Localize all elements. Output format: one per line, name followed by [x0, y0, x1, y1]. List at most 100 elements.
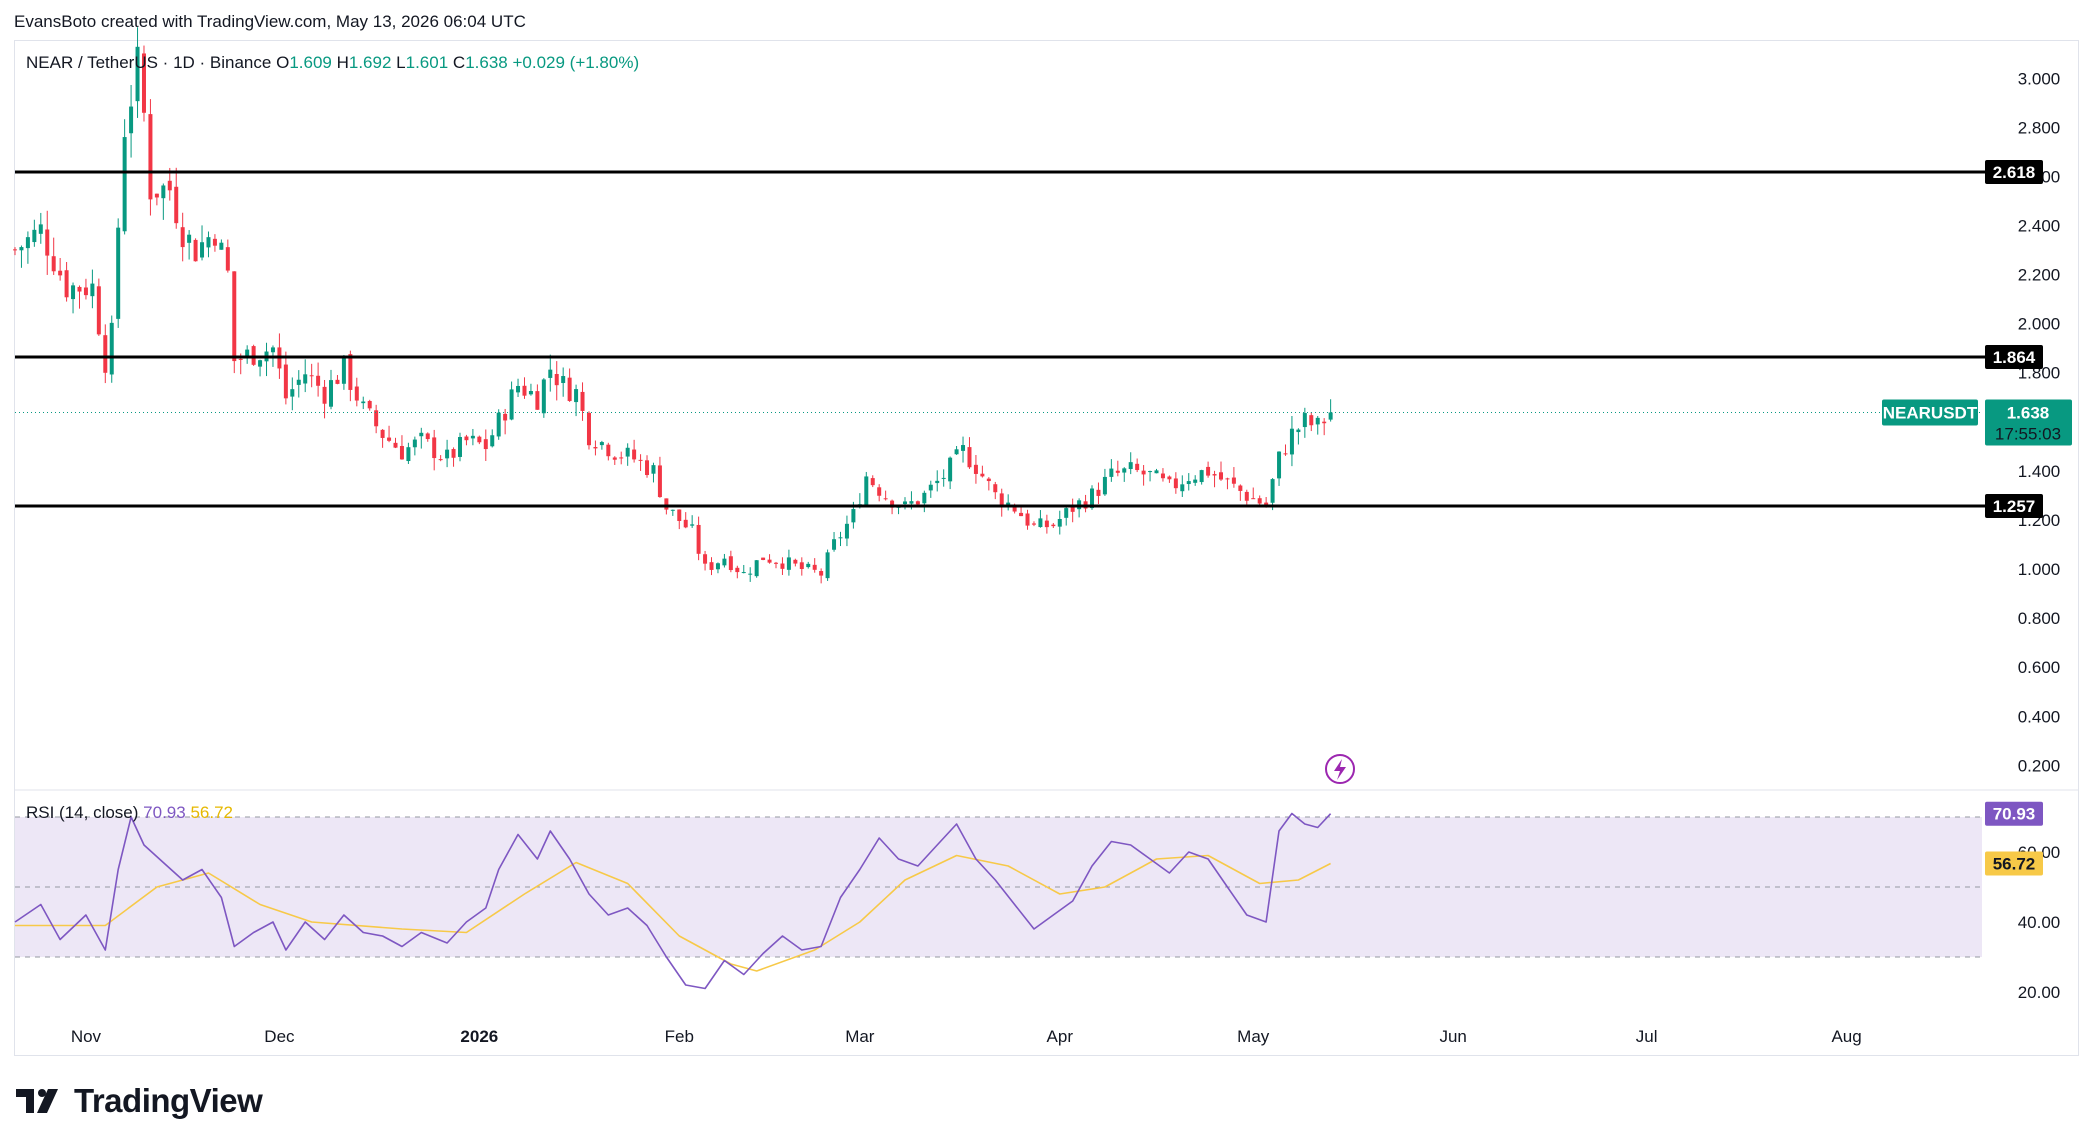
candle[interactable]: [1122, 468, 1127, 473]
candle[interactable]: [922, 492, 927, 504]
candle[interactable]: [941, 477, 946, 479]
tradingview-brand[interactable]: TradingView: [16, 1082, 263, 1120]
candle[interactable]: [64, 270, 69, 298]
candle[interactable]: [1322, 421, 1327, 424]
candle[interactable]: [528, 391, 533, 395]
candle[interactable]: [948, 457, 953, 482]
candle[interactable]: [999, 493, 1004, 507]
candle[interactable]: [496, 412, 501, 437]
candle[interactable]: [425, 433, 430, 440]
candle[interactable]: [25, 237, 30, 249]
candle[interactable]: [1296, 429, 1301, 433]
candle[interactable]: [367, 400, 372, 409]
candle[interactable]: [180, 227, 185, 248]
candle[interactable]: [457, 437, 462, 457]
candle[interactable]: [1051, 524, 1056, 527]
candle[interactable]: [135, 46, 140, 102]
candle[interactable]: [290, 389, 295, 397]
candle[interactable]: [832, 539, 837, 550]
candle[interactable]: [438, 459, 443, 461]
candle[interactable]: [522, 385, 527, 396]
candle[interactable]: [374, 410, 379, 427]
candle[interactable]: [722, 558, 727, 566]
candle[interactable]: [599, 442, 604, 446]
candle[interactable]: [954, 449, 959, 455]
candle[interactable]: [741, 572, 746, 574]
candle[interactable]: [232, 271, 237, 362]
candle[interactable]: [83, 287, 88, 296]
candle[interactable]: [116, 227, 121, 319]
candle[interactable]: [1289, 428, 1294, 455]
candle[interactable]: [870, 478, 875, 486]
candle[interactable]: [1154, 470, 1159, 474]
candle[interactable]: [187, 234, 192, 243]
candle[interactable]: [1019, 512, 1024, 517]
candle[interactable]: [483, 439, 488, 450]
candle[interactable]: [1238, 485, 1243, 491]
candle[interactable]: [445, 449, 450, 459]
candle[interactable]: [606, 444, 611, 457]
candle[interactable]: [1309, 415, 1314, 426]
candle[interactable]: [683, 519, 688, 528]
candle[interactable]: [541, 379, 546, 414]
candle[interactable]: [329, 380, 334, 407]
candle[interactable]: [19, 247, 24, 251]
candle[interactable]: [32, 229, 37, 243]
candle[interactable]: [548, 369, 553, 378]
candle[interactable]: [993, 484, 998, 493]
candle[interactable]: [335, 379, 340, 384]
candle[interactable]: [77, 286, 82, 292]
candle[interactable]: [909, 501, 914, 504]
candle[interactable]: [341, 355, 346, 384]
candle[interactable]: [1148, 471, 1153, 473]
candle[interactable]: [561, 376, 566, 384]
candle[interactable]: [1128, 462, 1133, 470]
candle[interactable]: [1115, 470, 1120, 473]
candle[interactable]: [554, 373, 559, 386]
candle[interactable]: [122, 137, 127, 232]
candle[interactable]: [593, 447, 598, 449]
candle[interactable]: [567, 377, 572, 401]
candle[interactable]: [793, 559, 798, 564]
candle[interactable]: [303, 374, 308, 384]
candle[interactable]: [715, 563, 720, 570]
candle[interactable]: [1012, 504, 1017, 512]
candle[interactable]: [1057, 518, 1062, 527]
candle[interactable]: [1064, 508, 1069, 518]
candle[interactable]: [1090, 488, 1095, 509]
candle[interactable]: [535, 391, 540, 410]
candle[interactable]: [670, 509, 675, 511]
candle[interactable]: [890, 500, 895, 508]
candle[interactable]: [986, 478, 991, 482]
candle[interactable]: [1044, 520, 1049, 528]
candle[interactable]: [470, 435, 475, 439]
candle[interactable]: [703, 554, 708, 564]
candle[interactable]: [516, 385, 521, 393]
candle[interactable]: [1173, 478, 1178, 489]
candle[interactable]: [915, 501, 920, 505]
candle[interactable]: [1160, 473, 1165, 479]
candle[interactable]: [612, 457, 617, 460]
candle[interactable]: [109, 322, 114, 375]
candle[interactable]: [258, 360, 263, 367]
candle[interactable]: [1251, 498, 1256, 500]
candle[interactable]: [825, 552, 830, 579]
candle[interactable]: [657, 465, 662, 498]
candle[interactable]: [774, 562, 779, 564]
candle[interactable]: [1315, 417, 1320, 425]
candle[interactable]: [200, 242, 205, 258]
candle[interactable]: [238, 358, 243, 360]
candle[interactable]: [619, 457, 624, 459]
candle[interactable]: [928, 484, 933, 491]
candle[interactable]: [161, 185, 166, 199]
candle[interactable]: [148, 114, 153, 200]
candle[interactable]: [1025, 513, 1030, 526]
candle[interactable]: [1109, 468, 1114, 477]
candle[interactable]: [412, 439, 417, 448]
candle[interactable]: [154, 193, 159, 198]
candle[interactable]: [13, 249, 17, 251]
candle[interactable]: [780, 563, 785, 569]
candle[interactable]: [71, 285, 76, 300]
candle[interactable]: [586, 412, 591, 446]
candle[interactable]: [696, 524, 701, 554]
